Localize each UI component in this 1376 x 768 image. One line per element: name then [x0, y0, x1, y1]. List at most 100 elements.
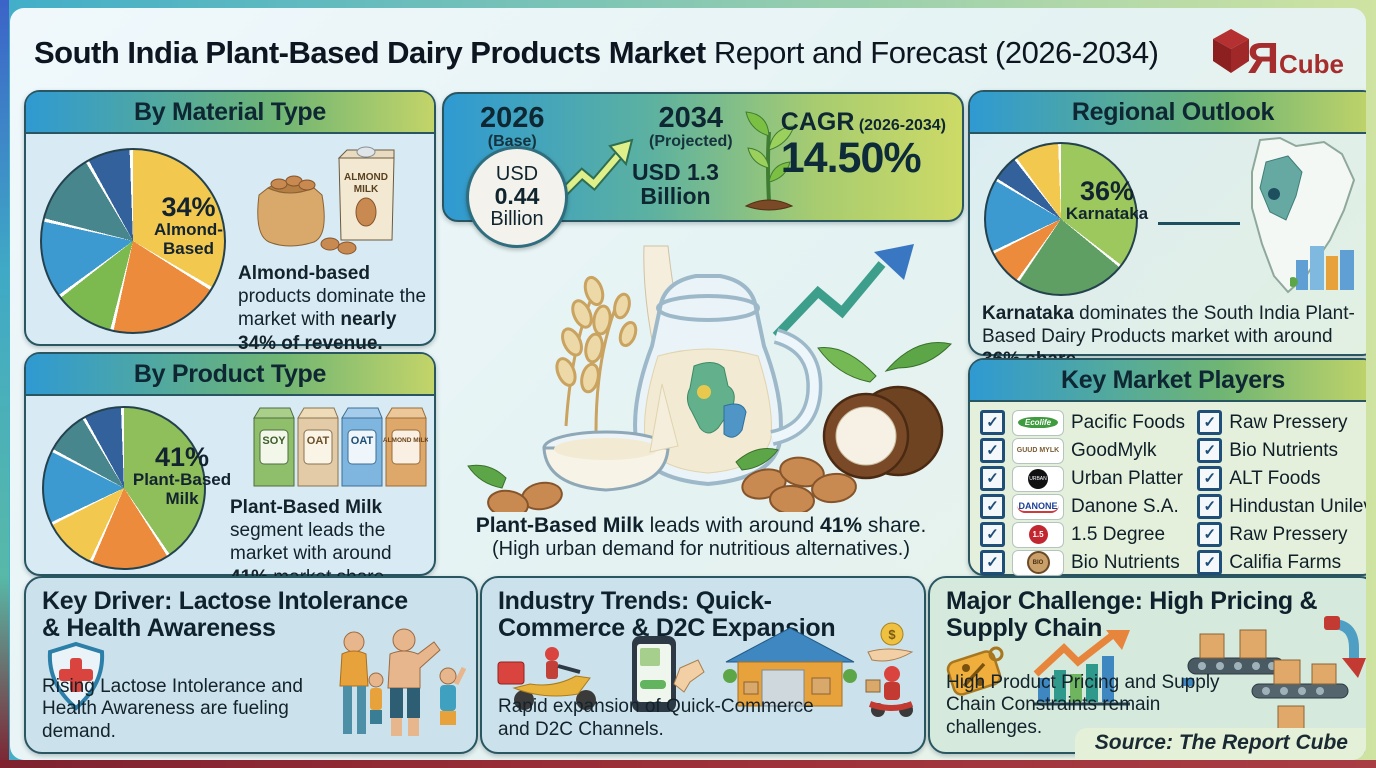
- checkbox-icon: [980, 410, 1005, 435]
- player-row: 1.51.5 Degree: [980, 521, 1197, 548]
- base-year: 2026 (Base): [480, 102, 545, 151]
- regional-description: Karnataka dominates the South India Plan…: [982, 303, 1355, 370]
- center-hero-illustration: [467, 244, 952, 512]
- checkbox-icon: [1197, 438, 1223, 463]
- regional-pie-chart: [984, 142, 1138, 296]
- projected-value: USD 1.3 Billion: [632, 159, 719, 210]
- panel-by-material-type: By Material Type 34% Almond-Based ALMOND…: [24, 90, 436, 354]
- players-panel-title: Key Market Players: [970, 360, 1366, 402]
- market-forecast-banner: 2026 (Base) USD 0.44 Billion 2034 (Proje…: [442, 92, 964, 248]
- cagr-block: CAGR (2026-2034) 14.50%: [780, 108, 946, 182]
- danone-logo: DANONE: [1012, 493, 1064, 520]
- coin-hand-delivery-icon: $: [865, 622, 914, 717]
- checkbox-icon: [1197, 410, 1223, 435]
- player-row: Hindustan Unilever: [1197, 494, 1366, 519]
- family-fitness-illustration: [339, 628, 466, 736]
- checkbox-icon: [980, 438, 1005, 463]
- svg-text:OAT: OAT: [351, 435, 374, 447]
- header: South India Plant-Based Dairy Products M…: [34, 22, 1344, 84]
- warehouse-icon: [723, 627, 857, 707]
- material-description: Almond-based products dominate the marke…: [238, 263, 427, 354]
- title-rest: Report and Forecast (2026-2034): [705, 35, 1159, 70]
- player-row: Bio Nutrients: [1197, 438, 1366, 463]
- milk-cartons-illustration: SOY OAT OAT ALMOND MILK: [253, 407, 428, 487]
- one-five-degree-logo: 1.5: [1012, 521, 1064, 548]
- center-caption: Plant-Based Milk leads with around 41% s…: [475, 514, 927, 560]
- goodmylk-logo: GUUD MYLK: [1012, 437, 1064, 464]
- checkbox-icon: [1197, 522, 1223, 547]
- delivery-scooter-icon: [497, 647, 596, 710]
- frame-bottom-edge: [0, 760, 1376, 768]
- urban-platter-logo: URBAN: [1012, 465, 1064, 492]
- south-india-map: [1251, 136, 1356, 294]
- trends-body: Rapid expansion of Quick-Commerce and D2…: [498, 696, 814, 741]
- material-pie-chart: [40, 148, 226, 334]
- panel-regional-outlook: Regional Outlook 36% Karnataka Karna: [968, 90, 1366, 370]
- pie-map-connector: [1158, 222, 1240, 225]
- health-shield-icon: [47, 641, 105, 711]
- growth-zigzag-icon: [556, 138, 634, 200]
- player-row: Raw Pressery: [1197, 522, 1366, 547]
- driver-body: Rising Lactose Intolerance and Health Aw…: [42, 675, 303, 743]
- bio-nutrients-logo: BIO: [1012, 549, 1064, 576]
- svg-text:ALMOND: ALMOND: [344, 172, 388, 183]
- svg-text:$: $: [888, 627, 896, 642]
- driver-title: Key Driver: Lactose Intolerance & Health…: [42, 587, 408, 642]
- page-title: South India Plant-Based Dairy Products M…: [34, 35, 1159, 71]
- player-row: Califia Farms: [1197, 550, 1366, 575]
- panel-by-product-type: By Product Type 41% Plant-Based Milk SOY…: [24, 352, 436, 588]
- title-bold: South India Plant-Based Dairy Products M…: [34, 35, 706, 70]
- pacific-foods-logo: Ecolife: [1012, 409, 1064, 436]
- material-panel-title: By Material Type: [26, 92, 434, 134]
- rising-bars-icon: [1033, 630, 1130, 706]
- checkbox-icon: [1197, 494, 1223, 519]
- checkbox-icon: [1197, 466, 1223, 491]
- challenge-title: Major Challenge: High Pricing & Supply C…: [946, 587, 1318, 642]
- sprout-icon: [744, 111, 795, 211]
- svg-text:OAT: OAT: [307, 435, 330, 447]
- frame-left-edge: [0, 0, 9, 768]
- svg-text:ALMOND MILK: ALMOND MILK: [383, 437, 428, 444]
- product-description: Plant-Based Milk segment leads the marke…: [230, 497, 392, 588]
- regional-panel-title: Regional Outlook: [970, 92, 1366, 134]
- product-pie-chart: [42, 406, 206, 570]
- projected-year: 2034 (Projected): [649, 102, 733, 151]
- svg-text:SOY: SOY: [262, 435, 286, 447]
- svg-text:MILK: MILK: [354, 184, 379, 195]
- challenge-body: High Product Pricing and Supply Chain Co…: [946, 671, 1220, 739]
- material-pie-label: 34% Almond-Based: [154, 192, 223, 258]
- price-tag-icon: [946, 646, 1004, 696]
- checkbox-icon: [980, 466, 1005, 491]
- panel-key-driver: Key Driver: Lactose Intolerance & Health…: [24, 576, 478, 754]
- checkbox-icon: [980, 494, 1005, 519]
- regional-pie-label: 36% Karnataka: [1065, 176, 1149, 223]
- product-pie-label: 41% Plant-Based Milk: [132, 442, 232, 508]
- base-value-circle: USD 0.44 Billion: [466, 146, 568, 248]
- product-panel-title: By Product Type: [26, 354, 434, 396]
- city-buildings-icon: [1290, 246, 1354, 290]
- checkbox-icon: [980, 522, 1005, 547]
- logo-word: Cube: [1279, 49, 1344, 80]
- infographic-canvas: South India Plant-Based Dairy Products M…: [10, 8, 1366, 760]
- checkbox-icon: [980, 550, 1005, 575]
- panel-industry-trends: Industry Trends: Quick-Commerce & D2C Ex…: [480, 576, 926, 754]
- almond-milk-illustration: ALMOND MILK: [257, 146, 395, 255]
- player-row: ALT Foods: [1197, 466, 1366, 491]
- conveyor-boxes-illustration: [1182, 616, 1366, 731]
- source-label: Source: The Report Cube: [1074, 728, 1366, 760]
- player-row: Raw Pressery: [1197, 410, 1366, 435]
- report-cube-logo: Я Cube: [1209, 27, 1344, 81]
- panel-major-challenge: Major Challenge: High Pricing & Supply C…: [928, 576, 1366, 754]
- players-right-column: Raw Pressery Bio Nutrients ALT Foods Hin…: [1197, 410, 1366, 603]
- phone-tap-icon: [632, 636, 705, 712]
- cube-icon: [1213, 29, 1250, 73]
- checkbox-icon: [1197, 550, 1223, 575]
